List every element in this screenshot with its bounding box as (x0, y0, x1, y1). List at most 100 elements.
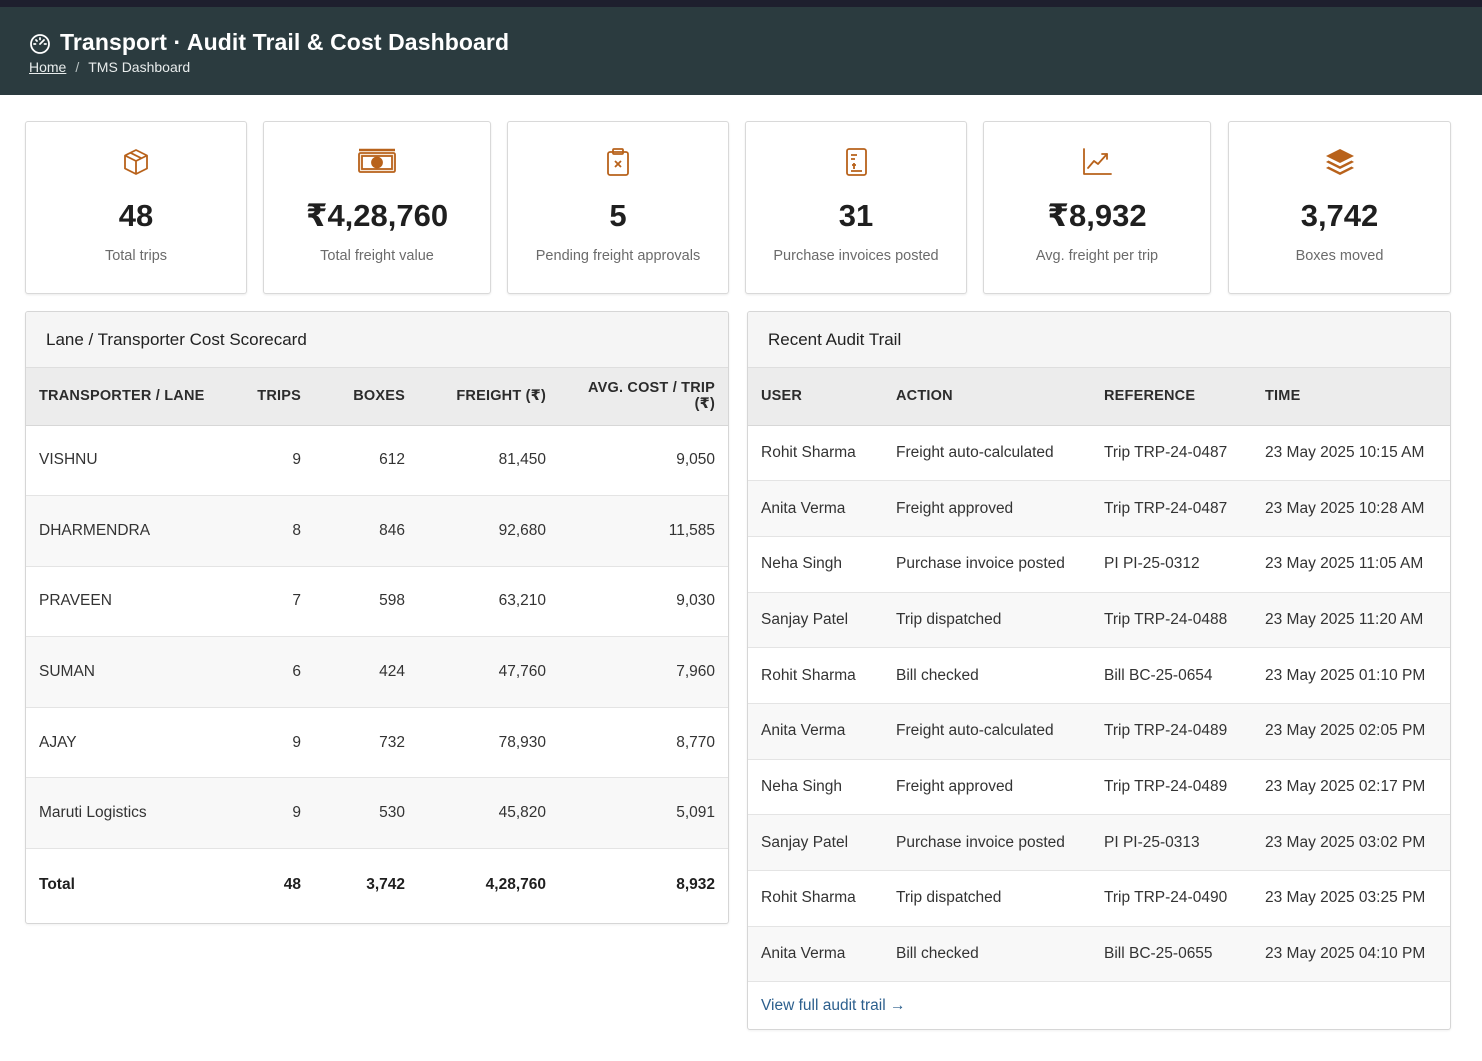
table-row: SUMAN 6 424 47,760 7,960 (26, 636, 728, 708)
breadcrumb-home-link[interactable]: Home (29, 59, 67, 75)
cell-reference: Trip TRP-24-0487 (1091, 425, 1252, 482)
cell-time: 23 May 2025 11:05 AM (1252, 536, 1450, 593)
table-row: Anita Verma Freight approved Trip TRP-24… (748, 480, 1450, 537)
cell-reference: Trip TRP-24-0490 (1091, 870, 1252, 927)
col-user: User (748, 368, 883, 426)
cell-user: Neha Singh (748, 759, 883, 816)
audit-panel: Recent Audit Trail User Action Reference… (747, 311, 1451, 1030)
cell-boxes: 612 (314, 425, 418, 497)
table-row: Rohit Sharma Trip dispatched Trip TRP-24… (748, 870, 1450, 927)
scorecard-panel: Lane / Transporter Cost Scorecard Transp… (25, 311, 729, 924)
audit-title: Recent Audit Trail (748, 312, 1450, 368)
breadcrumb-separator: / (75, 59, 80, 75)
kpi-label: Avg. freight per trip (1035, 248, 1159, 264)
cell-freight: 47,760 (418, 636, 559, 708)
cell-user: Rohit Sharma (748, 870, 883, 927)
table-row: AJAY 9 732 78,930 8,770 (26, 707, 728, 779)
kpi-card-pending-approvals: 5 Pending freight approvals (507, 121, 729, 294)
cell-action: Freight approved (883, 480, 1091, 537)
table-row: Anita Verma Bill checked Bill BC-25-0655… (748, 926, 1450, 983)
cell-time: 23 May 2025 10:15 AM (1252, 425, 1450, 482)
kpi-card-avg-freight: ₹8,932 Avg. freight per trip (983, 121, 1211, 294)
col-boxes: Boxes (314, 368, 418, 426)
cell-user: Rohit Sharma (748, 647, 883, 704)
cell-trips: 9 (236, 425, 314, 497)
cell-reference: PI PI-25-0312 (1091, 536, 1252, 593)
cell-time: 23 May 2025 10:28 AM (1252, 480, 1450, 537)
cell-boxes: 424 (314, 636, 418, 708)
kpi-label: Purchase invoices posted (773, 248, 939, 264)
cell-freight: 63,210 (418, 566, 559, 638)
table-row: Neha Singh Purchase invoice posted PI PI… (748, 536, 1450, 593)
kpi-value: 3,742 (1300, 198, 1379, 233)
cell-transporter: PRAVEEN (26, 566, 236, 638)
cell-action: Bill checked (883, 647, 1091, 704)
table-row: Neha Singh Freight approved Trip TRP-24-… (748, 759, 1450, 816)
cell-action: Purchase invoice posted (883, 814, 1091, 871)
cell-boxes: 732 (314, 707, 418, 779)
kpi-label: Total trips (104, 248, 168, 264)
cell-user: Anita Verma (748, 926, 883, 983)
col-transporter: Transporter / Lane (26, 368, 236, 426)
total-boxes: 3,742 (366, 876, 405, 894)
cell-user: Sanjay Patel (748, 592, 883, 649)
cell-freight: 81,450 (418, 425, 559, 497)
cell-time: 23 May 2025 04:10 PM (1252, 926, 1450, 983)
cell-avg: 11,585 (559, 495, 728, 567)
cell-time: 23 May 2025 03:25 PM (1252, 870, 1450, 927)
clipboard-x-icon (607, 148, 629, 176)
cell-action: Freight auto-calculated (883, 703, 1091, 760)
kpi-value: 31 (838, 198, 874, 233)
cell-time: 23 May 2025 02:17 PM (1252, 759, 1450, 816)
cell-avg: 9,030 (559, 566, 728, 638)
invoice-icon (846, 148, 867, 176)
table-header-row: User Action Reference Time (748, 368, 1450, 426)
cell-avg: 5,091 (559, 777, 728, 850)
kpi-card-purchase-invoices: 31 Purchase invoices posted (745, 121, 967, 294)
total-freight: 4,28,760 (485, 876, 546, 894)
kpi-card-total-freight: ₹4,28,760 Total freight value (263, 121, 491, 294)
cell-time: 23 May 2025 02:05 PM (1252, 703, 1450, 760)
cell-user: Anita Verma (748, 480, 883, 537)
cell-time: 23 May 2025 11:20 AM (1252, 592, 1450, 649)
title-row: Transport · Audit Trail & Cost Dashboard (28, 29, 509, 56)
col-freight: Freight (₹) (418, 368, 559, 426)
total-trips: 48 (283, 876, 301, 894)
cell-action: Purchase invoice posted (883, 536, 1091, 593)
cell-user: Anita Verma (748, 703, 883, 760)
col-trips: Trips (236, 368, 314, 426)
money-icon (358, 148, 396, 173)
cell-transporter: Maruti Logistics (26, 777, 236, 850)
col-action: Action (883, 368, 1091, 426)
cell-boxes: 530 (314, 777, 418, 850)
page-title: Transport · Audit Trail & Cost Dashboard (60, 29, 510, 55)
breadcrumb: Home / TMS Dashboard (29, 59, 190, 75)
total-avg: 8,932 (676, 876, 715, 894)
kpi-card-boxes-moved: 3,742 Boxes moved (1228, 121, 1451, 294)
cell-reference: Trip TRP-24-0487 (1091, 480, 1252, 537)
kpi-label: Pending freight approvals (535, 248, 701, 264)
cell-action: Trip dispatched (883, 870, 1091, 927)
cell-trips: 9 (236, 777, 314, 850)
kpi-value: 5 (609, 198, 627, 233)
cell-user: Sanjay Patel (748, 814, 883, 871)
table-row: Sanjay Patel Purchase invoice posted PI … (748, 814, 1450, 871)
view-full-audit-trail-link[interactable]: View full audit trail → (761, 997, 906, 1015)
cell-reference: Trip TRP-24-0488 (1091, 592, 1252, 649)
table-row: VISHNU 9 612 81,450 9,050 (26, 425, 728, 497)
cell-reference: Trip TRP-24-0489 (1091, 703, 1252, 760)
cell-reference: Trip TRP-24-0489 (1091, 759, 1252, 816)
kpi-value: ₹4,28,760 (305, 198, 449, 233)
kpi-label: Boxes moved (1295, 248, 1384, 264)
table-row: Sanjay Patel Trip dispatched Trip TRP-24… (748, 592, 1450, 649)
cell-transporter: DHARMENDRA (26, 495, 236, 567)
cell-transporter: AJAY (26, 707, 236, 779)
cell-avg: 7,960 (559, 636, 728, 708)
kpi-card-total-trips: 48 Total trips (25, 121, 247, 294)
cell-action: Freight auto-calculated (883, 425, 1091, 482)
table-row: PRAVEEN 7 598 63,210 9,030 (26, 566, 728, 638)
col-time: Time (1252, 368, 1450, 426)
cell-time: 23 May 2025 03:02 PM (1252, 814, 1450, 871)
cell-boxes: 846 (314, 495, 418, 567)
audit-table: User Action Reference Time Rohit Sharma … (748, 368, 1450, 983)
